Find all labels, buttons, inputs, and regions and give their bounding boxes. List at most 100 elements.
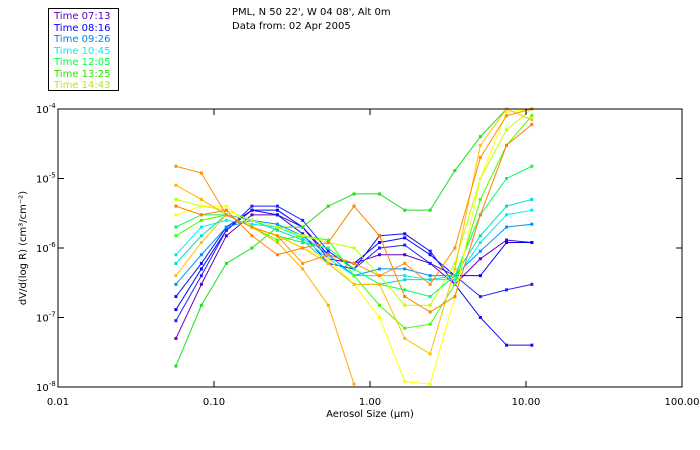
data-point	[301, 246, 305, 250]
data-point	[275, 238, 279, 242]
data-point	[505, 238, 509, 242]
series-line	[175, 108, 532, 286]
x-tick-label: 0.01	[47, 397, 69, 408]
data-point	[275, 253, 279, 257]
legend-item: Time 13:25	[54, 68, 111, 80]
data-point	[301, 225, 305, 229]
title-location: PML, N 50 22', W 04 08', Alt 0m	[232, 7, 391, 18]
data-point	[174, 204, 178, 208]
data-point	[377, 234, 381, 238]
x-tick-label: 1.00	[359, 397, 381, 408]
data-point	[377, 240, 381, 244]
data-point	[326, 253, 330, 257]
data-point	[352, 204, 356, 208]
data-point	[250, 204, 254, 208]
data-point	[505, 204, 509, 208]
data-point	[301, 261, 305, 265]
data-point	[352, 282, 356, 286]
data-point	[377, 282, 381, 286]
data-point	[326, 257, 330, 261]
data-point	[275, 222, 279, 226]
data-point	[530, 164, 534, 168]
data-point	[530, 343, 534, 347]
data-point	[352, 267, 356, 271]
data-point	[403, 243, 407, 247]
y-tick-label: 10-6	[36, 241, 56, 255]
y-tick-label: 10-7	[36, 311, 56, 325]
data-point	[478, 295, 482, 299]
series-line	[175, 108, 533, 355]
legend: Time 07:13 Time 08:16 Time 09:26 Time 10…	[48, 8, 119, 91]
data-point	[377, 303, 381, 307]
data-point	[301, 240, 305, 244]
legend-item: Time 07:13	[54, 11, 111, 22]
data-point	[174, 225, 178, 229]
data-point	[403, 303, 407, 307]
data-point	[403, 267, 407, 271]
data-point	[174, 197, 178, 201]
data-point	[174, 364, 178, 368]
data-point	[403, 278, 407, 282]
x-tick-label: 100.00	[665, 397, 700, 408]
x-tick-label: 0.10	[203, 397, 225, 408]
data-point	[174, 319, 178, 323]
data-point	[428, 310, 432, 314]
data-point	[453, 282, 457, 286]
data-point	[505, 288, 509, 292]
data-point	[250, 222, 254, 226]
data-point	[250, 246, 254, 250]
data-point	[174, 213, 178, 217]
x-tick-label: 10.00	[512, 397, 541, 408]
data-point	[174, 336, 178, 340]
data-point	[199, 253, 203, 257]
series-line	[175, 184, 355, 385]
data-point	[224, 208, 228, 212]
legend-item: Time 09:26	[54, 34, 111, 45]
data-point	[478, 249, 482, 253]
data-point	[199, 267, 203, 271]
data-point	[478, 197, 482, 201]
data-point	[403, 336, 407, 340]
data-point	[275, 213, 279, 217]
data-point	[377, 274, 381, 278]
data-point	[478, 257, 482, 261]
data-point	[275, 228, 279, 232]
data-point	[403, 261, 407, 265]
data-point	[428, 382, 432, 386]
data-point	[224, 218, 228, 222]
data-point	[428, 249, 432, 253]
data-point	[301, 218, 305, 222]
data-point	[505, 240, 509, 244]
data-point	[478, 143, 482, 147]
data-point	[326, 240, 330, 244]
data-point	[453, 169, 457, 173]
data-point	[478, 156, 482, 160]
data-point	[403, 326, 407, 330]
data-point	[478, 177, 482, 180]
data-point	[199, 261, 203, 265]
data-point	[250, 218, 254, 222]
data-point	[530, 222, 534, 226]
data-point	[275, 225, 279, 229]
legend-item: Time 12:05	[54, 57, 111, 68]
data-point	[478, 234, 482, 238]
series-line	[175, 198, 532, 285]
data-point	[377, 246, 381, 250]
y-axis-label: dV/d(log R) (cm³/cm⁻²)	[18, 191, 29, 305]
data-point	[224, 234, 228, 238]
data-point	[352, 246, 356, 250]
y-tick-label: 10-5	[36, 172, 56, 186]
data-point	[478, 135, 482, 139]
series-line	[175, 209, 532, 346]
data-point	[530, 240, 534, 244]
data-point	[301, 267, 305, 271]
data-point	[174, 261, 178, 265]
data-point	[453, 246, 457, 250]
y-tick-label: 10-4	[36, 102, 56, 116]
data-point	[250, 225, 254, 229]
data-point	[505, 177, 509, 180]
data-point	[275, 204, 279, 208]
data-point	[301, 238, 305, 242]
data-point	[174, 295, 178, 299]
